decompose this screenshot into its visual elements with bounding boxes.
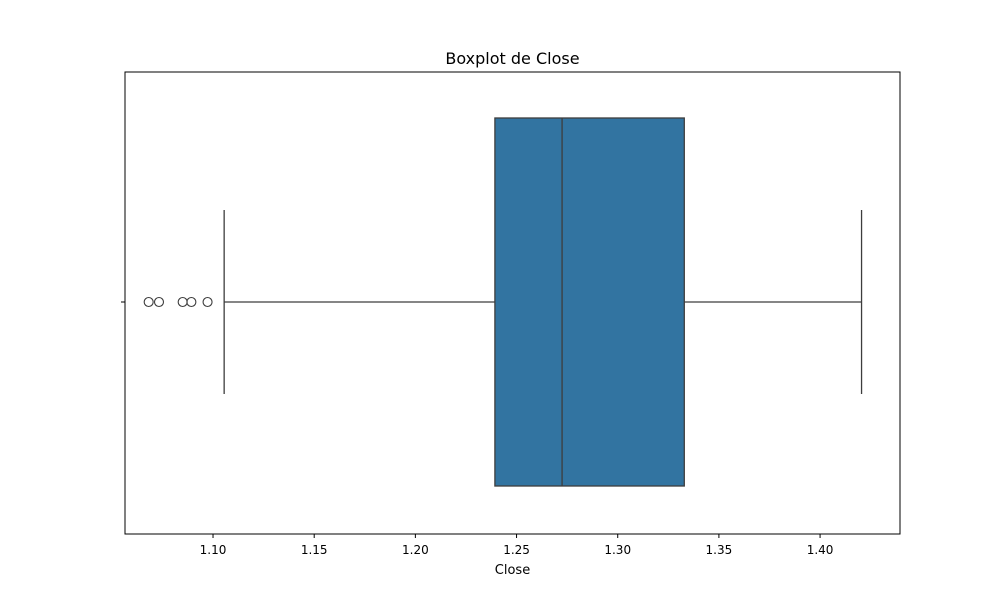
plot-area: [143, 117, 863, 487]
x-tick-label: 1.20: [402, 543, 429, 557]
chart-title: Boxplot de Close: [445, 49, 579, 68]
iqr-box: [494, 117, 685, 487]
x-tick-label: 1.25: [503, 543, 530, 557]
outlier-point: [186, 296, 197, 308]
x-axis-ticks: 1.10 1.15 1.20 1.25 1.30 1.35 1.40: [200, 534, 834, 557]
plot-frame: [124, 71, 901, 535]
outlier-point: [153, 296, 165, 308]
outlier-point: [143, 296, 154, 308]
x-axis-label: Close: [495, 563, 530, 578]
x-tick-label: 1.40: [807, 543, 834, 557]
outlier-point: [202, 296, 213, 308]
x-tick-label: 1.30: [604, 543, 631, 557]
x-tick-label: 1.15: [301, 543, 328, 557]
x-tick-label: 1.35: [706, 543, 733, 557]
x-tick-label: 1.10: [200, 543, 227, 557]
outlier-point: [177, 296, 188, 308]
